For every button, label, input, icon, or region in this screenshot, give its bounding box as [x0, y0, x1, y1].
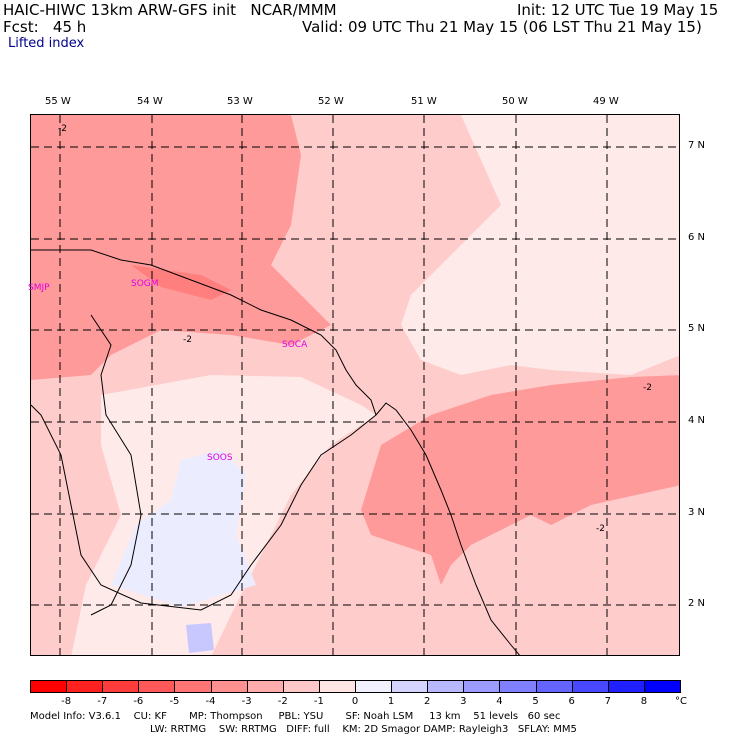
colorbar-label: -6: [133, 696, 144, 707]
colorbar-label: -7: [97, 696, 108, 707]
colorbar-swatch: [30, 680, 68, 693]
colorbar-swatch: [246, 680, 284, 693]
lat-label: 2 N: [688, 598, 706, 609]
contour-label: -2: [643, 383, 652, 393]
colorbar-label: -8: [61, 696, 72, 707]
map-field: [31, 115, 679, 655]
colorbar-swatch: [210, 680, 248, 693]
lon-label: 53 W: [227, 96, 253, 107]
colorbar-swatch: [607, 680, 645, 693]
colorbar-swatch: [463, 680, 501, 693]
model-title: HAIC-HIWC 13km ARW-GFS init NCAR/MMM: [3, 1, 337, 19]
positive-li-region: [111, 450, 256, 607]
colorbar-label: -3: [241, 696, 252, 707]
station-label: SMJP: [28, 283, 50, 293]
colorbar-swatch: [318, 680, 356, 693]
forecast-hour: Fcst: 45 h: [3, 18, 87, 36]
coastlines: [31, 249, 520, 655]
colorbar-swatch: [643, 680, 681, 693]
colorbar-swatch: [391, 680, 429, 693]
model-info: Model Info: V3.6.1 CU: KF MP: Thompson P…: [30, 711, 561, 722]
station-label: SOGM: [131, 279, 159, 289]
colorbar-swatch: [282, 680, 320, 693]
map-panel: [30, 114, 680, 656]
graticule: [31, 115, 679, 655]
colorbar-swatch: [174, 680, 212, 693]
colorbar-swatch: [571, 680, 609, 693]
colorbar-label: -4: [205, 696, 216, 707]
colorbar-label: 6: [568, 696, 575, 707]
colorbar-swatch: [102, 680, 140, 693]
positive-li-spot: [186, 623, 214, 653]
colorbar-label: 2: [424, 696, 431, 707]
colorbar-label: -2: [277, 696, 288, 707]
colorbar-swatch: [499, 680, 537, 693]
lon-label: 54 W: [137, 96, 163, 107]
colorbar-label: 8: [640, 696, 648, 707]
lat-label: 5 N: [688, 323, 706, 334]
colorbar-label: 4: [496, 696, 503, 707]
colorbar-label: 5: [532, 696, 539, 707]
lon-label: 52 W: [318, 96, 344, 107]
lat-label: 3 N: [688, 507, 706, 518]
field-name: Lifted index: [8, 36, 85, 51]
colorbar-label: 7: [604, 696, 611, 707]
colorbar-label: -1: [313, 696, 324, 707]
contour-label: -2: [596, 524, 605, 534]
colorbar-label: -5: [169, 696, 180, 707]
lon-label: 55 W: [45, 96, 71, 107]
colorbar-label: 3: [460, 696, 467, 707]
colorbar-swatch: [427, 680, 465, 693]
lat-label: 6 N: [688, 232, 706, 243]
colorbar-label: 0: [351, 696, 359, 707]
high-li-region-east: [401, 115, 679, 375]
valid-time: Valid: 09 UTC Thu 21 May 15 (06 LST Thu …: [302, 18, 702, 36]
lon-label: 49 W: [593, 96, 619, 107]
colorbar-swatch: [66, 680, 104, 693]
lon-label: 50 W: [502, 96, 528, 107]
model-physics: LW: RRTMG SW: RRTMG DIFF: full KM: 2D Sm…: [150, 724, 577, 735]
lat-label: 4 N: [688, 415, 706, 426]
init-time: Init: 12 UTC Tue 19 May 15: [517, 1, 719, 19]
station-label: SOCA: [282, 340, 308, 350]
low-li-region-east: [361, 375, 679, 585]
colorbar-swatch: [138, 680, 176, 693]
contour-label: -2: [58, 124, 67, 134]
colorbar-label: 1: [387, 696, 395, 707]
colorbar-unit: °C: [675, 696, 687, 707]
colorbar-swatch: [535, 680, 573, 693]
colorbar-swatch: [355, 680, 393, 693]
lon-label: 51 W: [411, 96, 437, 107]
station-label: SOOS: [207, 453, 233, 463]
lat-label: 7 N: [688, 140, 706, 151]
contour-label: -2: [183, 335, 192, 345]
lowest-li-band: [131, 265, 231, 300]
low-li-region-nw: [31, 115, 331, 380]
